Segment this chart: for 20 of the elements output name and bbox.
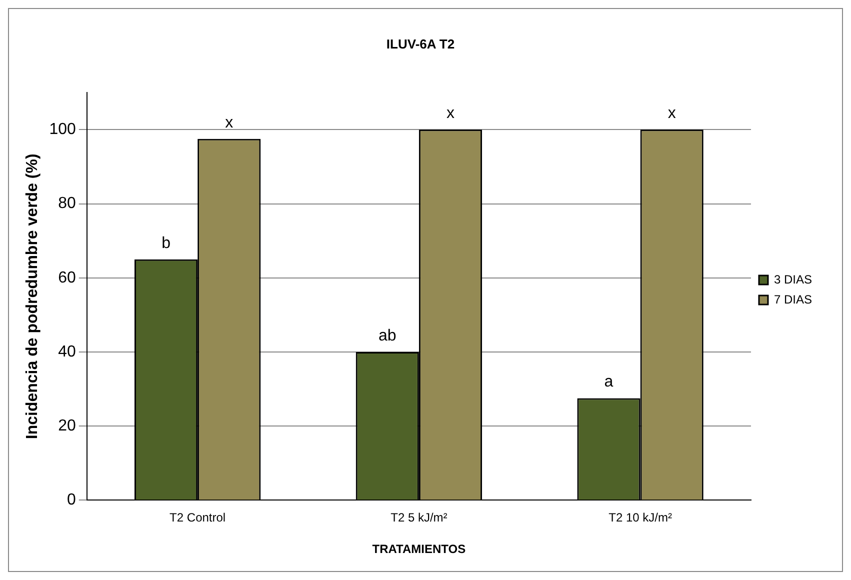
y-tick-label: 20 [58, 417, 76, 434]
x-tick-label: T2 10 kJ/m² [608, 510, 672, 525]
x-tick-label: T2 5 kJ/m² [390, 510, 448, 525]
annotation: b [162, 234, 171, 252]
annotation: x [668, 105, 676, 122]
legend-label: 7 DIAS [774, 292, 812, 306]
y-tick-label: 100 [49, 121, 76, 138]
annotation: x [225, 114, 234, 132]
y-tick-label: 0 [66, 492, 76, 509]
x-axis-title: TRATAMIENTOS [372, 542, 466, 556]
chart-title: ILUV-6A T2 [386, 36, 455, 52]
y-tick-label: 60 [58, 269, 76, 286]
legend-label: 3 DIAS [774, 272, 812, 286]
annotation: ab [378, 327, 396, 344]
annotation: x [446, 105, 454, 122]
y-tick-label: 80 [58, 195, 76, 212]
x-tick-label: T2 Control [170, 510, 226, 525]
annotation: a [604, 374, 614, 391]
y-axis-title: Incidencia de podredumbre verde (%) [24, 154, 42, 440]
y-tick-label: 40 [58, 343, 76, 360]
